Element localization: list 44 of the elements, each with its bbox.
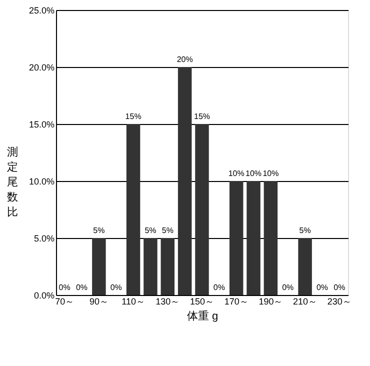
y-axis-title: 測定尾数比 bbox=[7, 146, 18, 218]
bar bbox=[264, 181, 278, 295]
data-label: 0% bbox=[76, 283, 88, 292]
x-axis-title: 体重 g bbox=[186, 310, 218, 322]
y-tick-label: 0.0% bbox=[34, 290, 54, 300]
bar bbox=[178, 67, 192, 295]
data-label: 5% bbox=[162, 226, 174, 235]
bar bbox=[160, 238, 175, 295]
data-label: 0% bbox=[282, 283, 294, 292]
data-label: 15% bbox=[194, 112, 210, 121]
bar bbox=[298, 238, 312, 295]
y-tick-label: 10.0% bbox=[28, 176, 54, 186]
y-tick-label: 15.0% bbox=[28, 120, 54, 130]
x-tick-label: 130～ bbox=[156, 296, 180, 306]
data-label: 10% bbox=[262, 169, 279, 178]
data-label: 0% bbox=[316, 283, 328, 292]
x-tick-label: 190～ bbox=[258, 296, 283, 306]
x-tick-label: 230～ bbox=[327, 296, 352, 306]
x-tick-label: 90～ bbox=[89, 296, 108, 306]
data-label: 0% bbox=[58, 283, 70, 292]
bar bbox=[144, 238, 158, 295]
bar bbox=[126, 124, 140, 295]
y-tick-label: 20.0% bbox=[28, 62, 54, 72]
x-tick-label: 70～ bbox=[55, 296, 74, 306]
data-label: 0% bbox=[110, 283, 122, 292]
data-label: 0% bbox=[213, 283, 225, 292]
data-label: 5% bbox=[144, 226, 156, 235]
x-tick-label: 110～ bbox=[122, 296, 145, 306]
y-tick-label: 5.0% bbox=[34, 234, 54, 244]
x-tick-label: 150～ bbox=[190, 296, 214, 306]
data-label: 15% bbox=[125, 112, 142, 121]
bar bbox=[229, 181, 244, 295]
y-tick-label: 25.0% bbox=[28, 6, 54, 16]
data-label: 0% bbox=[334, 283, 346, 292]
data-label: 10% bbox=[246, 169, 262, 178]
bar bbox=[246, 181, 260, 295]
data-label: 20% bbox=[176, 55, 193, 64]
x-tick-label: 210～ bbox=[293, 296, 318, 306]
data-label: 5% bbox=[299, 226, 311, 235]
data-label: 5% bbox=[93, 226, 105, 235]
bar bbox=[92, 238, 106, 295]
data-label: 10% bbox=[228, 169, 244, 178]
bar bbox=[195, 124, 209, 295]
x-tick-label: 170～ bbox=[224, 296, 248, 306]
